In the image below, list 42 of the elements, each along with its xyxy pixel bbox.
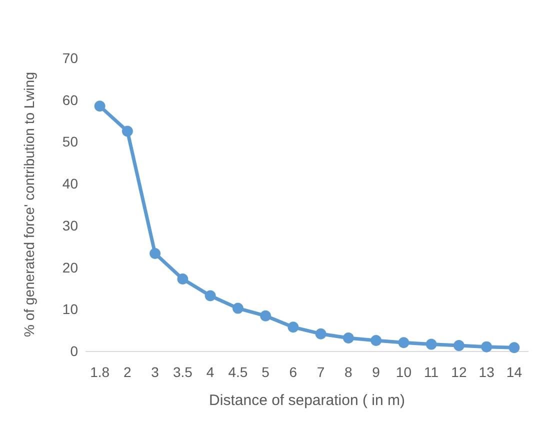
x-tick-label: 10 (396, 364, 412, 380)
x-tick-label: 1.8 (90, 364, 110, 380)
point (260, 310, 272, 322)
x-tick-label: 4 (206, 364, 214, 380)
y-tick-label: 30 (62, 217, 78, 234)
y-tick-label: 70 (62, 50, 78, 66)
point (232, 302, 244, 314)
point (288, 322, 299, 333)
x-tick-label: 4.5 (228, 364, 248, 380)
x-tick-label: 6 (289, 364, 298, 380)
x-tick-label: 5 (262, 364, 270, 380)
point (370, 335, 382, 346)
x-tick-label: 12 (451, 364, 467, 380)
y-axis-title: % of generated force' contribution to Lwing (21, 72, 37, 337)
y-tick-label: 60 (62, 92, 78, 108)
point (426, 338, 437, 350)
x-tick-label: 3.5 (172, 364, 193, 380)
x-tick-label: 8 (344, 364, 353, 380)
y-tick-label: 40 (62, 176, 78, 192)
x-tick-label: 11 (424, 364, 439, 380)
x-tick-label: 2 (124, 364, 132, 380)
x-tick-label: 14 (506, 364, 522, 380)
y-tick-label: 0 (70, 343, 78, 359)
point (398, 337, 410, 348)
point (453, 340, 464, 352)
point (315, 328, 326, 340)
x-tick-label: 7 (316, 364, 325, 380)
point (150, 248, 161, 259)
x-tick-label: 3 (151, 364, 160, 380)
point (177, 274, 188, 285)
point (342, 332, 354, 344)
point (122, 126, 133, 137)
y-tick-label: 50 (62, 134, 78, 150)
point (481, 341, 492, 352)
point (94, 100, 106, 112)
x-axis-title: Distance of separation ( in m) (209, 392, 405, 409)
x-tick-label: 9 (372, 364, 380, 380)
point (204, 290, 216, 302)
x-tick-label: 13 (478, 364, 495, 380)
y-tick-label: 10 (62, 301, 78, 318)
point (508, 342, 520, 354)
y-tick-label: 20 (62, 259, 78, 276)
